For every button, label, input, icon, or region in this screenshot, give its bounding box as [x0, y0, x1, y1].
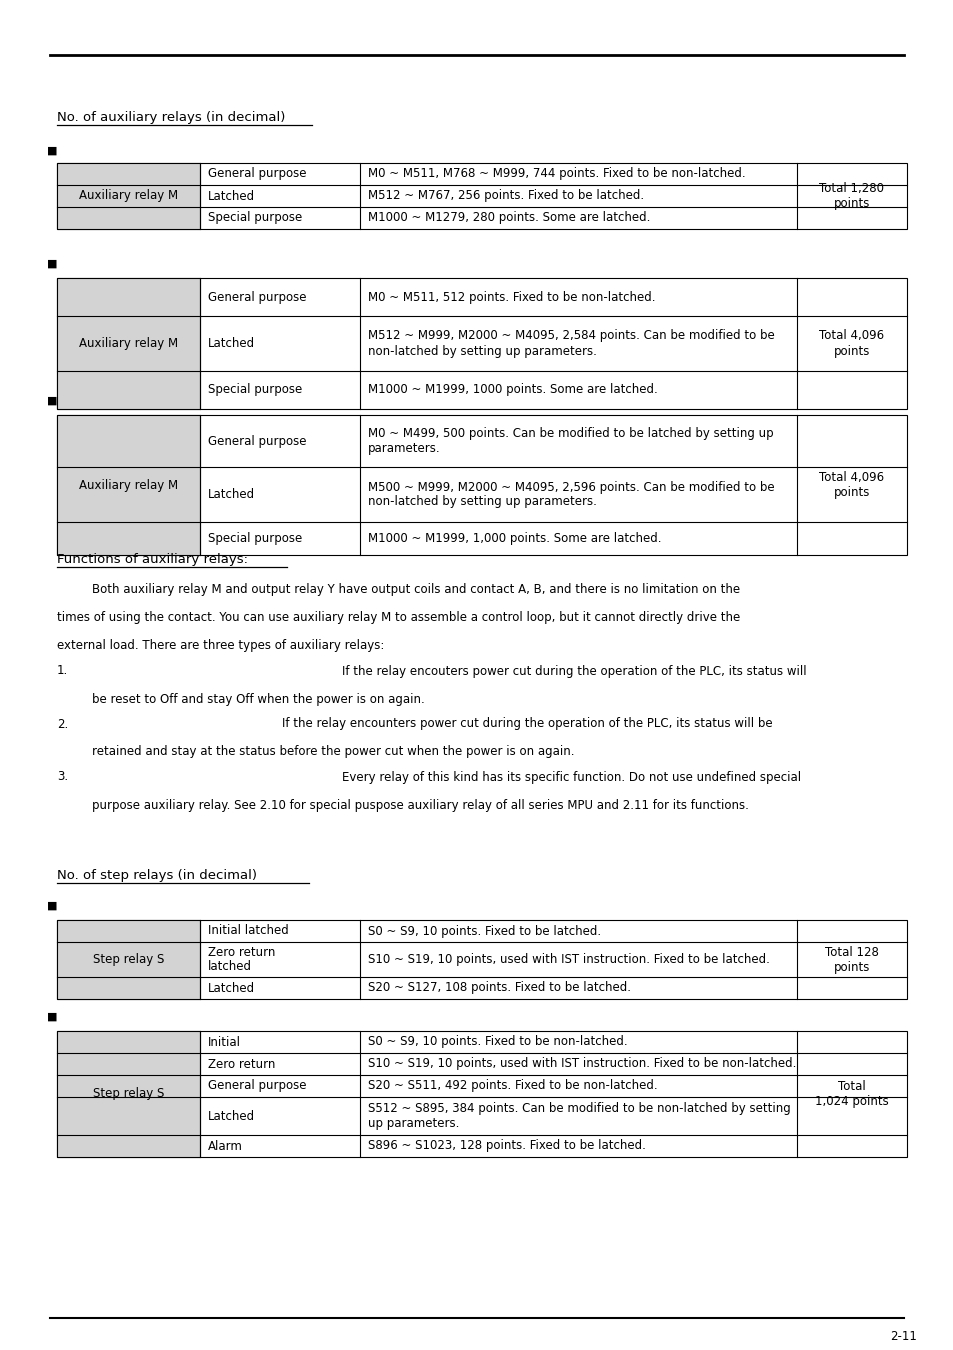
Text: M0 ~ M511, 512 points. Fixed to be non-latched.: M0 ~ M511, 512 points. Fixed to be non-l…	[368, 290, 655, 304]
Bar	[57, 278, 200, 409]
Text: Total 4,096
points: Total 4,096 points	[819, 471, 883, 500]
Bar	[57, 919, 906, 999]
Text: Latched: Latched	[208, 981, 254, 995]
Text: Special purpose: Special purpose	[208, 212, 302, 224]
Text: General purpose: General purpose	[208, 1080, 306, 1092]
Text: M512 ~ M999, M2000 ~ M4095, 2,584 points. Can be modified to be
non-latched by s: M512 ~ M999, M2000 ~ M4095, 2,584 points…	[368, 329, 774, 358]
Bar	[57, 163, 906, 230]
Text: S896 ~ S1023, 128 points. Fixed to be latched.: S896 ~ S1023, 128 points. Fixed to be la…	[368, 1139, 645, 1153]
Text: If the relay encouters power cut during the operation of the PLC, its status wil: If the relay encouters power cut during …	[341, 664, 806, 678]
Text: ■: ■	[47, 146, 57, 157]
Text: Latched: Latched	[208, 338, 254, 350]
Text: M1000 ~ M1999, 1000 points. Some are latched.: M1000 ~ M1999, 1000 points. Some are lat…	[368, 383, 657, 397]
Text: retained and stay at the status before the power cut when the power is on again.: retained and stay at the status before t…	[91, 745, 574, 759]
Text: 2-11: 2-11	[889, 1330, 916, 1342]
Text: external load. There are three types of auxiliary relays:: external load. There are three types of …	[57, 640, 384, 652]
Text: If the relay encounters power cut during the operation of the PLC, its status wi: If the relay encounters power cut during…	[282, 717, 772, 730]
Text: S0 ~ S9, 10 points. Fixed to be latched.: S0 ~ S9, 10 points. Fixed to be latched.	[368, 925, 600, 937]
Text: M1000 ~ M1279, 280 points. Some are latched.: M1000 ~ M1279, 280 points. Some are latc…	[368, 212, 650, 224]
Text: M1000 ~ M1999, 1,000 points. Some are latched.: M1000 ~ M1999, 1,000 points. Some are la…	[368, 532, 660, 545]
Text: S0 ~ S9, 10 points. Fixed to be non-latched.: S0 ~ S9, 10 points. Fixed to be non-latc…	[368, 1035, 627, 1049]
Text: No. of step relays (in decimal): No. of step relays (in decimal)	[57, 869, 261, 883]
Text: Zero return: Zero return	[208, 1057, 275, 1071]
Text: S10 ~ S19, 10 points, used with IST instruction. Fixed to be latched.: S10 ~ S19, 10 points, used with IST inst…	[368, 953, 769, 967]
Text: M512 ~ M767, 256 points. Fixed to be latched.: M512 ~ M767, 256 points. Fixed to be lat…	[368, 189, 643, 202]
Text: times of using the contact. You can use auxiliary relay M to assemble a control : times of using the contact. You can use …	[57, 612, 740, 625]
Text: Latched: Latched	[208, 487, 254, 501]
Text: ■: ■	[47, 259, 57, 269]
Text: ■: ■	[47, 1012, 57, 1022]
Text: Functions of auxiliary relays:: Functions of auxiliary relays:	[57, 554, 248, 567]
Text: be reset to Off and stay Off when the power is on again.: be reset to Off and stay Off when the po…	[91, 693, 424, 706]
Text: Special purpose: Special purpose	[208, 532, 302, 545]
Text: Every relay of this kind has its specific function. Do not use undefined special: Every relay of this kind has its specifi…	[341, 771, 801, 783]
Text: ■: ■	[47, 396, 57, 406]
Text: Step relay S: Step relay S	[92, 1088, 164, 1100]
Bar	[57, 414, 906, 555]
Text: Total 128
points: Total 128 points	[824, 945, 878, 973]
Text: S20 ~ S127, 108 points. Fixed to be latched.: S20 ~ S127, 108 points. Fixed to be latc…	[368, 981, 630, 995]
Text: S20 ~ S511, 492 points. Fixed to be non-latched.: S20 ~ S511, 492 points. Fixed to be non-…	[368, 1080, 657, 1092]
Text: M0 ~ M511, M768 ~ M999, 744 points. Fixed to be non-latched.: M0 ~ M511, M768 ~ M999, 744 points. Fixe…	[368, 167, 745, 181]
Text: Total
1,024 points: Total 1,024 points	[814, 1080, 888, 1108]
Text: M0 ~ M499, 500 points. Can be modified to be latched by setting up
parameters.: M0 ~ M499, 500 points. Can be modified t…	[368, 427, 773, 455]
Text: Auxiliary relay M: Auxiliary relay M	[79, 478, 178, 491]
Bar	[57, 1031, 906, 1157]
Text: Initial: Initial	[208, 1035, 241, 1049]
Bar	[57, 1031, 200, 1157]
Text: ■: ■	[47, 900, 57, 911]
Text: General purpose: General purpose	[208, 435, 306, 447]
Text: Step relay S: Step relay S	[92, 953, 164, 967]
Text: Initial latched: Initial latched	[208, 925, 289, 937]
Text: General purpose: General purpose	[208, 167, 306, 181]
Text: Auxiliary relay M: Auxiliary relay M	[79, 189, 178, 202]
Text: Total 4,096
points: Total 4,096 points	[819, 329, 883, 358]
Text: Both auxiliary relay M and output relay Y have output coils and contact A, B, an: Both auxiliary relay M and output relay …	[91, 583, 740, 597]
Text: S10 ~ S19, 10 points, used with IST instruction. Fixed to be non-latched.: S10 ~ S19, 10 points, used with IST inst…	[368, 1057, 796, 1071]
Text: No. of auxiliary relays (in decimal): No. of auxiliary relays (in decimal)	[57, 112, 285, 124]
Bar	[57, 414, 200, 555]
Text: General purpose: General purpose	[208, 290, 306, 304]
Text: Auxiliary relay M: Auxiliary relay M	[79, 338, 178, 350]
Text: 1.: 1.	[57, 664, 69, 678]
Text: Alarm: Alarm	[208, 1139, 243, 1153]
Text: M500 ~ M999, M2000 ~ M4095, 2,596 points. Can be modified to be
non-latched by s: M500 ~ M999, M2000 ~ M4095, 2,596 points…	[368, 481, 774, 509]
Bar	[57, 919, 200, 999]
Text: 2.: 2.	[57, 717, 69, 730]
Text: Latched: Latched	[208, 189, 254, 202]
Text: purpose auxiliary relay. See 2.10 for special puspose auxiliary relay of all ser: purpose auxiliary relay. See 2.10 for sp…	[91, 798, 748, 811]
Text: Total 1,280
points: Total 1,280 points	[819, 182, 883, 211]
Bar	[57, 163, 200, 230]
Text: Special purpose: Special purpose	[208, 383, 302, 397]
Text: 3.: 3.	[57, 771, 68, 783]
Text: S512 ~ S895, 384 points. Can be modified to be non-latched by setting
up paramet: S512 ~ S895, 384 points. Can be modified…	[368, 1102, 790, 1130]
Text: Zero return
latched: Zero return latched	[208, 945, 275, 973]
Bar	[57, 278, 906, 409]
Text: Latched: Latched	[208, 1110, 254, 1122]
